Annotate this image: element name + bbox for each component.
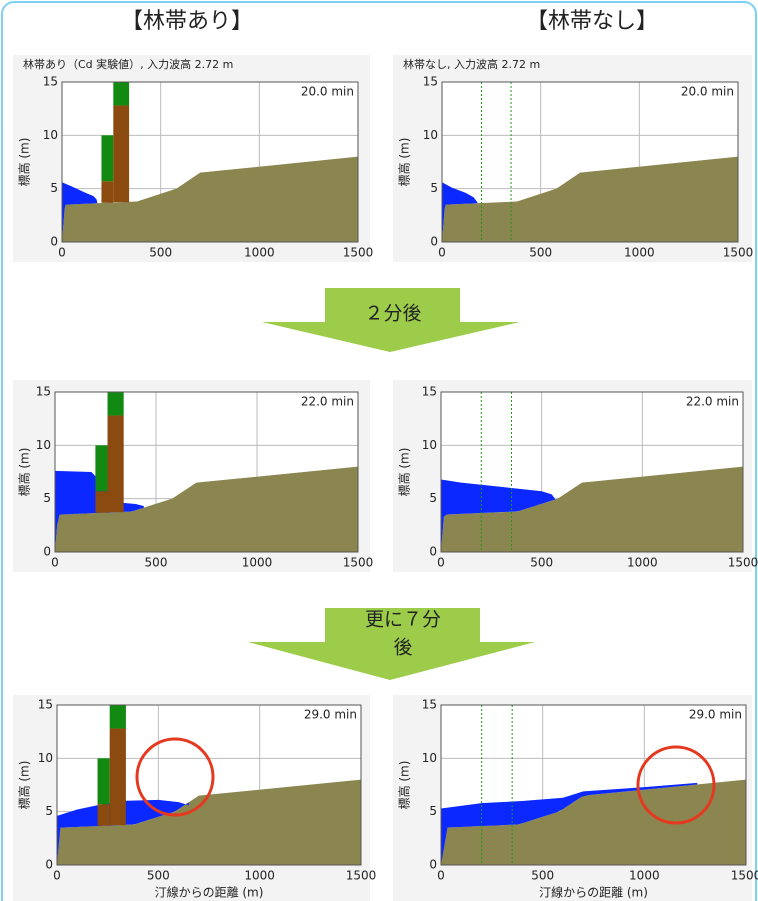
tree-crown [95,445,107,491]
tree-crown [98,758,110,804]
arrow-label: ２分後 [364,303,421,325]
x-tick-label: 1500 [343,246,374,260]
y-tick-label: 0 [43,545,51,559]
x-axis-label: 汀線からの距離 (m) [539,885,648,900]
y-axis-label: 標高 (m) [17,761,32,810]
tree-crown [101,135,113,181]
y-tick-label: 15 [422,698,437,712]
x-tick-label: 500 [530,556,553,570]
y-tick-label: 10 [422,751,437,765]
x-tick-label: 0 [53,869,61,883]
y-axis-label: 標高 (m) [17,138,32,187]
x-tick-label: 500 [147,869,170,883]
time-label: 20.0 min [301,85,354,99]
tree-crown [108,392,124,415]
x-tick-label: 1500 [723,246,754,260]
y-tick-label: 15 [36,385,51,399]
x-tick-label: 1500 [731,869,758,883]
time-label: 22.0 min [301,395,354,409]
x-tick-label: 0 [437,556,445,570]
x-tick-label: 0 [437,869,445,883]
y-tick-label: 5 [430,181,438,195]
x-tick-label: 500 [531,869,554,883]
tree-crown [113,82,129,105]
y-tick-label: 15 [43,75,58,89]
x-tick-label: 1000 [629,869,660,883]
tree-trunk [98,804,110,826]
y-tick-label: 10 [423,128,438,142]
x-tick-label: 1000 [627,556,658,570]
time-label: 22.0 min [686,395,739,409]
y-axis-label: 標高 (m) [397,138,412,187]
tree-trunk [113,105,129,202]
tree-trunk [101,181,113,203]
x-tick-label: 1500 [343,556,374,570]
y-tick-label: 5 [429,804,437,818]
x-tick-label: 0 [438,246,446,260]
arrow-label: 後 [393,637,412,659]
y-tick-label: 15 [38,698,53,712]
y-tick-label: 0 [45,858,53,872]
tree-crown [110,705,126,728]
y-tick-label: 5 [45,804,53,818]
y-tick-label: 0 [429,858,437,872]
y-tick-label: 5 [429,491,437,505]
tree-trunk [108,415,124,512]
y-axis-label: 標高 (m) [17,448,32,497]
x-tick-label: 1500 [346,869,377,883]
y-tick-label: 10 [38,751,53,765]
x-tick-label: 500 [529,246,552,260]
y-tick-label: 5 [43,491,51,505]
y-tick-label: 15 [422,385,437,399]
subtitle: 林帯なし, 入力波高 2.72 m [403,57,540,71]
tree-trunk [95,491,107,513]
y-tick-label: 0 [429,545,437,559]
x-tick-label: 500 [145,556,168,570]
y-tick-label: 15 [423,75,438,89]
time-label: 20.0 min [681,85,734,99]
y-tick-label: 0 [50,235,58,249]
x-tick-label: 1000 [242,556,273,570]
y-tick-label: 0 [430,235,438,249]
y-axis-label: 標高 (m) [397,761,412,810]
arrow-label: 更に７分 [365,609,441,631]
subtitle: 林帯あり（Cd 実験値）, 入力波高 2.72 m [23,57,233,71]
time-label: 29.0 min [689,708,742,722]
x-axis-label: 汀線からの距離 (m) [155,885,264,900]
x-tick-label: 0 [51,556,59,570]
x-tick-label: 0 [58,246,66,260]
x-tick-label: 1500 [728,556,758,570]
tree-trunk [110,728,126,825]
x-tick-label: 500 [149,246,172,260]
header: 【林帯あり】 [121,9,253,34]
y-tick-label: 10 [36,438,51,452]
y-axis-label: 標高 (m) [397,448,412,497]
time-label: 29.0 min [304,708,357,722]
y-tick-label: 10 [43,128,58,142]
y-tick-label: 10 [422,438,437,452]
x-tick-label: 1000 [624,246,655,260]
header: 【林帯なし】 [526,9,658,34]
y-tick-label: 5 [50,181,58,195]
x-tick-label: 1000 [244,869,275,883]
figure: 【林帯あり】 【林帯なし】 ２分後 更に７分 後 林帯あり（Cd 実験値）, 入… [0,0,758,901]
x-tick-label: 1000 [244,246,275,260]
